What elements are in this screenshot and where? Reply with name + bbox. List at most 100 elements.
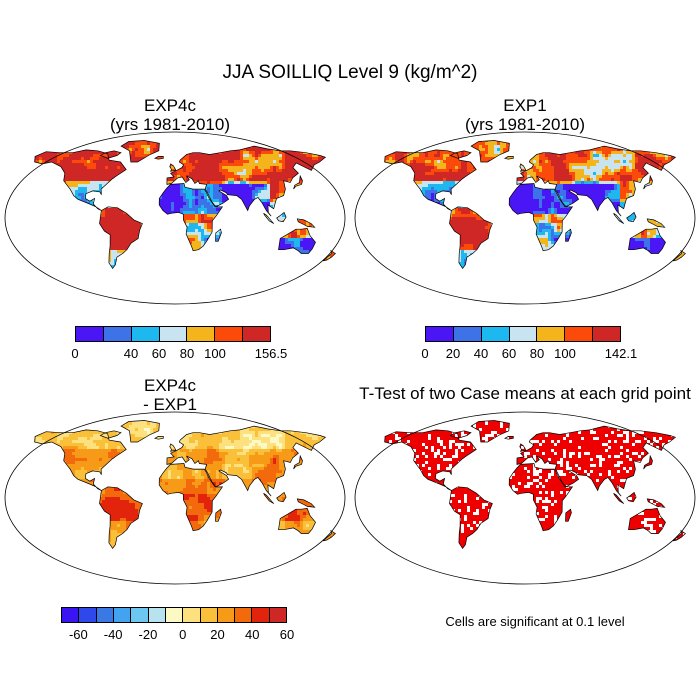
coastline-eurasia [166,145,327,217]
coastline-madagascar [215,508,222,522]
coastline-britain [169,443,177,452]
coastline-borneo [276,491,287,503]
coastline-baffin [99,430,122,439]
coastline-madagascar [565,508,572,522]
colorbar-swatch [452,327,481,341]
colorbar-swatch [102,327,131,341]
colorbar-tick-label: 0 [179,627,186,642]
coastline-baffin [99,150,122,159]
colorbar-tick-label: 0 [421,346,428,361]
colorbar-tick-label: -60 [69,627,88,642]
colorbar-swatch [182,608,200,622]
coastline-borneo [626,211,637,223]
coastline-newzealand [672,529,686,542]
significance-note: Cells are significant at 0.1 level [400,614,670,629]
panel-4-title-line1: T-Test of two Case means at each grid po… [350,384,700,403]
colorbar-tick-label: 40 [474,346,488,361]
colorbar-tick-label: 40 [124,346,138,361]
colorbar-swatch [214,327,243,341]
colorbar-swatch [112,608,131,622]
colorbar-tick-label: 100 [554,346,576,361]
colorbar-swatch [251,608,269,622]
coastline-baffin [449,150,472,159]
colorbar-swatch [268,608,287,622]
map-boundary [354,131,696,305]
coastline-newguinea [646,498,666,508]
map-boundary [354,411,696,585]
colorbar-swatch [592,327,621,341]
coastline-britain [519,163,527,172]
coastline-japan [643,454,653,470]
coastline-britain [169,163,177,172]
colorbar-swatch [76,327,103,341]
colorbar-tick-label: -20 [139,627,158,642]
colorbar-tick-label: 142.1 [605,346,638,361]
colorbar-swatch [147,608,165,622]
coastline-samerica [449,486,493,550]
coastline-sumatra [263,493,275,504]
colorbar-tick-label: 0 [71,346,78,361]
coastline-newguinea [296,218,316,228]
coastline-madagascar [215,228,222,242]
colorbar-tick-label: 60 [280,627,294,642]
colorbar-swatch [216,608,235,622]
coastline-africa [158,463,224,532]
colorbar-swatch [130,608,148,622]
colorbar-exp4c-labels: 0 40 60 80 100 156.5 [71,346,287,362]
coastline-greenland [120,420,160,443]
coastline-borneo [626,491,637,503]
coastline-samerica [99,206,143,270]
coastline-namerica [384,149,477,211]
panel-1-title-line2: (yrs 1981-2010) [20,115,320,134]
coastline-newzealand [672,249,686,262]
coastline-newguinea [646,218,666,228]
colorbar-tick-label: -40 [104,627,123,642]
coastline-greenland [470,420,510,443]
coastline-iceland [153,436,164,440]
coastline-japan [643,174,653,190]
colorbar-tick-label: 60 [502,346,516,361]
colorbar-exp1-labels: 0 20 40 60 80 100 142.1 [421,346,637,362]
colorbar-swatch [95,608,113,622]
panel-2-title-line2: (yrs 1981-2010) [375,115,675,134]
colorbar-difference [61,607,287,623]
coastline-australia [628,227,666,254]
coastline-namerica [384,429,477,491]
coastline-newguinea [296,498,316,508]
colorbar-swatch [186,327,215,341]
panel-3-title: EXP4c - EXP1 [20,376,320,414]
panel-2-title-line1: EXP1 [375,96,675,115]
panel-3-title-line1: EXP4c [20,376,320,395]
coastline-madagascar [565,228,572,242]
map-boundary [4,411,346,585]
coastline-iceland [503,436,514,440]
coastline-sumatra [263,213,275,224]
coastline-eurasia [516,425,677,497]
coastline-baffin [449,430,472,439]
coastline-borneo [276,211,287,223]
map-boundary [4,131,346,305]
map-panel-exp4c [4,131,346,305]
colorbar-swatch [62,608,79,622]
colorbar-swatch [199,608,217,622]
coastline-britain [519,443,527,452]
colorbar-swatch [564,327,593,341]
colorbar-swatch [130,327,159,341]
coastline-namerica [34,429,127,491]
coastline-eurasia [166,425,327,497]
map-panel-significance [354,411,696,585]
coastline-greenland [470,140,510,163]
colorbar-tick-label: 80 [530,346,544,361]
coastline-africa [158,183,224,252]
colorbar-tick-label: 20 [446,346,460,361]
coastline-japan [293,174,303,190]
colorbar-tick-label: 156.5 [255,346,288,361]
colorbar-swatch [480,327,509,341]
coastline-africa [508,183,574,252]
coastline-australia [278,227,316,254]
coastline-iceland [503,156,514,160]
colorbar-swatch [234,608,252,622]
colorbar-tick-label: 60 [152,346,166,361]
map-panel-exp1 [354,131,696,305]
colorbar-difference-labels: -60 -40 -20 0 20 40 60 [61,627,294,643]
